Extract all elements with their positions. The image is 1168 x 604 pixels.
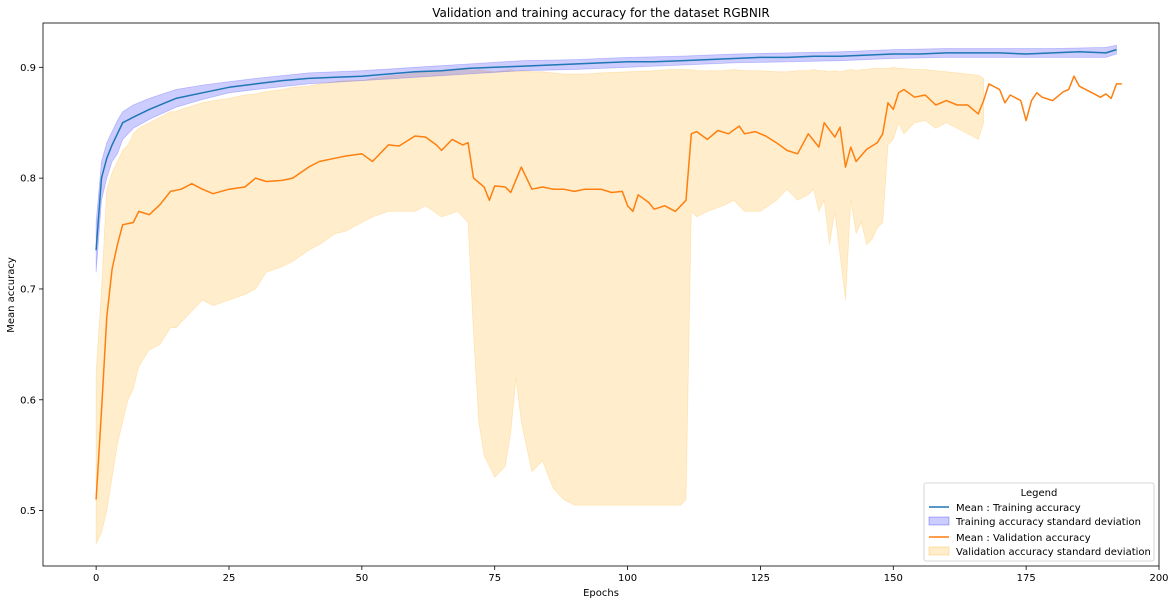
plot-frame	[42, 22, 1160, 567]
legend-box	[923, 482, 1155, 562]
band-layer	[95, 44, 1117, 544]
chart-title: Validation and training accuracy for the…	[432, 6, 769, 20]
validation-std-band	[95, 66, 984, 544]
y-tick-label: 0.8	[20, 174, 36, 185]
x-axis-label: Epochs	[583, 588, 619, 599]
y-tick-label: 0.9	[20, 63, 36, 74]
legend-title: Legend	[1021, 488, 1058, 499]
y-axis-label: Mean accuracy	[6, 257, 17, 333]
plot-area	[95, 44, 1122, 544]
x-tick-label: 50	[355, 573, 368, 584]
x-tick-label: 175	[1017, 573, 1036, 584]
legend-entry-validation-mean: Mean : Validation accuracy	[956, 533, 1091, 544]
legend-entry-training-std: Training accuracy standard deviation	[955, 517, 1141, 528]
x-tick-label: 200	[1149, 573, 1168, 584]
legend-entry-training-mean: Mean : Training accuracy	[956, 503, 1081, 514]
legend: Legend Mean : Training accuracy Training…	[923, 482, 1155, 562]
y-axis-ticks: 0.5 0.6 0.7 0.8 0.9	[20, 63, 43, 517]
training-std-band	[95, 44, 1117, 273]
validation-mean-line	[95, 75, 1122, 500]
x-tick-label: 0	[93, 573, 99, 584]
y-tick-label: 0.5	[20, 506, 36, 517]
legend-entry-validation-std: Validation accuracy standard deviation	[956, 547, 1151, 558]
x-tick-label: 75	[488, 573, 501, 584]
x-tick-label: 125	[751, 573, 770, 584]
y-tick-label: 0.6	[20, 395, 36, 406]
y-tick-label: 0.7	[20, 284, 36, 295]
line-layer	[95, 48, 1122, 500]
training-mean-line	[95, 48, 1117, 251]
x-tick-label: 25	[223, 573, 236, 584]
legend-swatch-training-band	[928, 516, 950, 526]
x-tick-label: 100	[618, 573, 637, 584]
x-axis-ticks: 0 25 50 75 100 125 150 175 200	[93, 566, 1168, 584]
legend-swatch-validation-band	[928, 546, 950, 556]
x-tick-label: 150	[884, 573, 903, 584]
